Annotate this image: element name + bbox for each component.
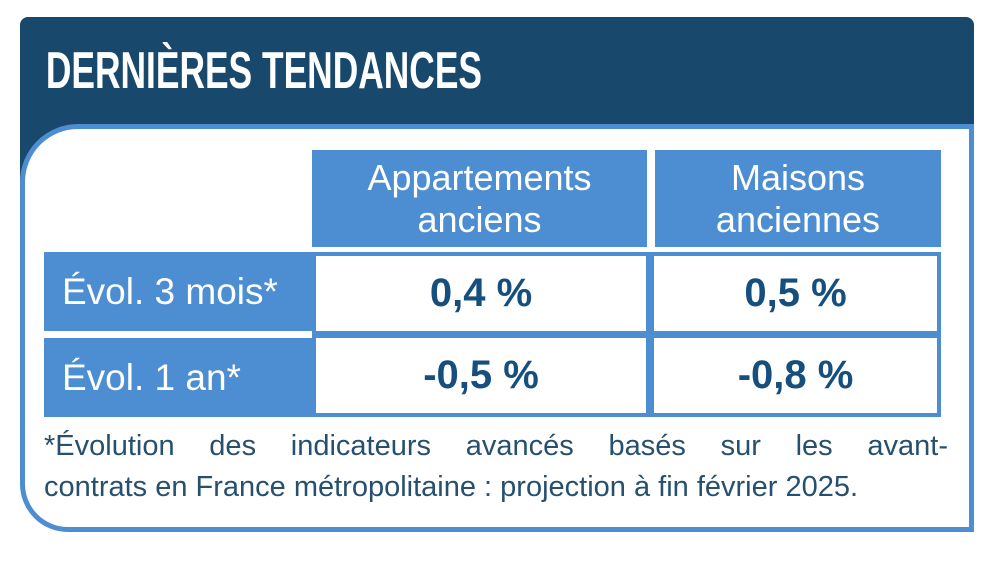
value-maisons-1-an: -0,8 % xyxy=(737,353,854,397)
column-header-appartements-anciens: Appartements anciens xyxy=(312,150,647,247)
column-header-maisons-anciennes: Maisons anciennes xyxy=(655,150,941,247)
value-appartements-1-an: -0,5 % xyxy=(423,353,539,397)
row-divider xyxy=(44,331,312,338)
footnote-line-2: contrats en France métropolitaine : proj… xyxy=(44,471,859,503)
header-band: DERNIÈRES TENDANCES xyxy=(20,17,974,124)
grid-divider-horizontal xyxy=(316,331,937,338)
row-label-column: Évol. 3 mois* Évol. 1 an* xyxy=(44,252,312,417)
row-label-evol-1-an: Évol. 1 an* xyxy=(62,356,241,398)
value-maisons-3-mois: 0,5 % xyxy=(744,271,847,315)
column-header-label: Maisons anciennes xyxy=(715,156,881,240)
row-label-evol-3-mois: Évol. 3 mois* xyxy=(62,270,278,312)
column-header-label: Appartements anciens xyxy=(367,156,592,240)
values-grid: 0,4 % 0,5 % -0,5 % -0,8 % xyxy=(312,252,941,417)
footnote-line-1: *Évolution des indicateurs avancés basés… xyxy=(44,430,948,462)
page-title: DERNIÈRES TENDANCES xyxy=(45,41,483,100)
value-appartements-3-mois: 0,4 % xyxy=(429,271,533,315)
footnote: *Évolution des indicateurs avancés basés… xyxy=(44,426,948,508)
